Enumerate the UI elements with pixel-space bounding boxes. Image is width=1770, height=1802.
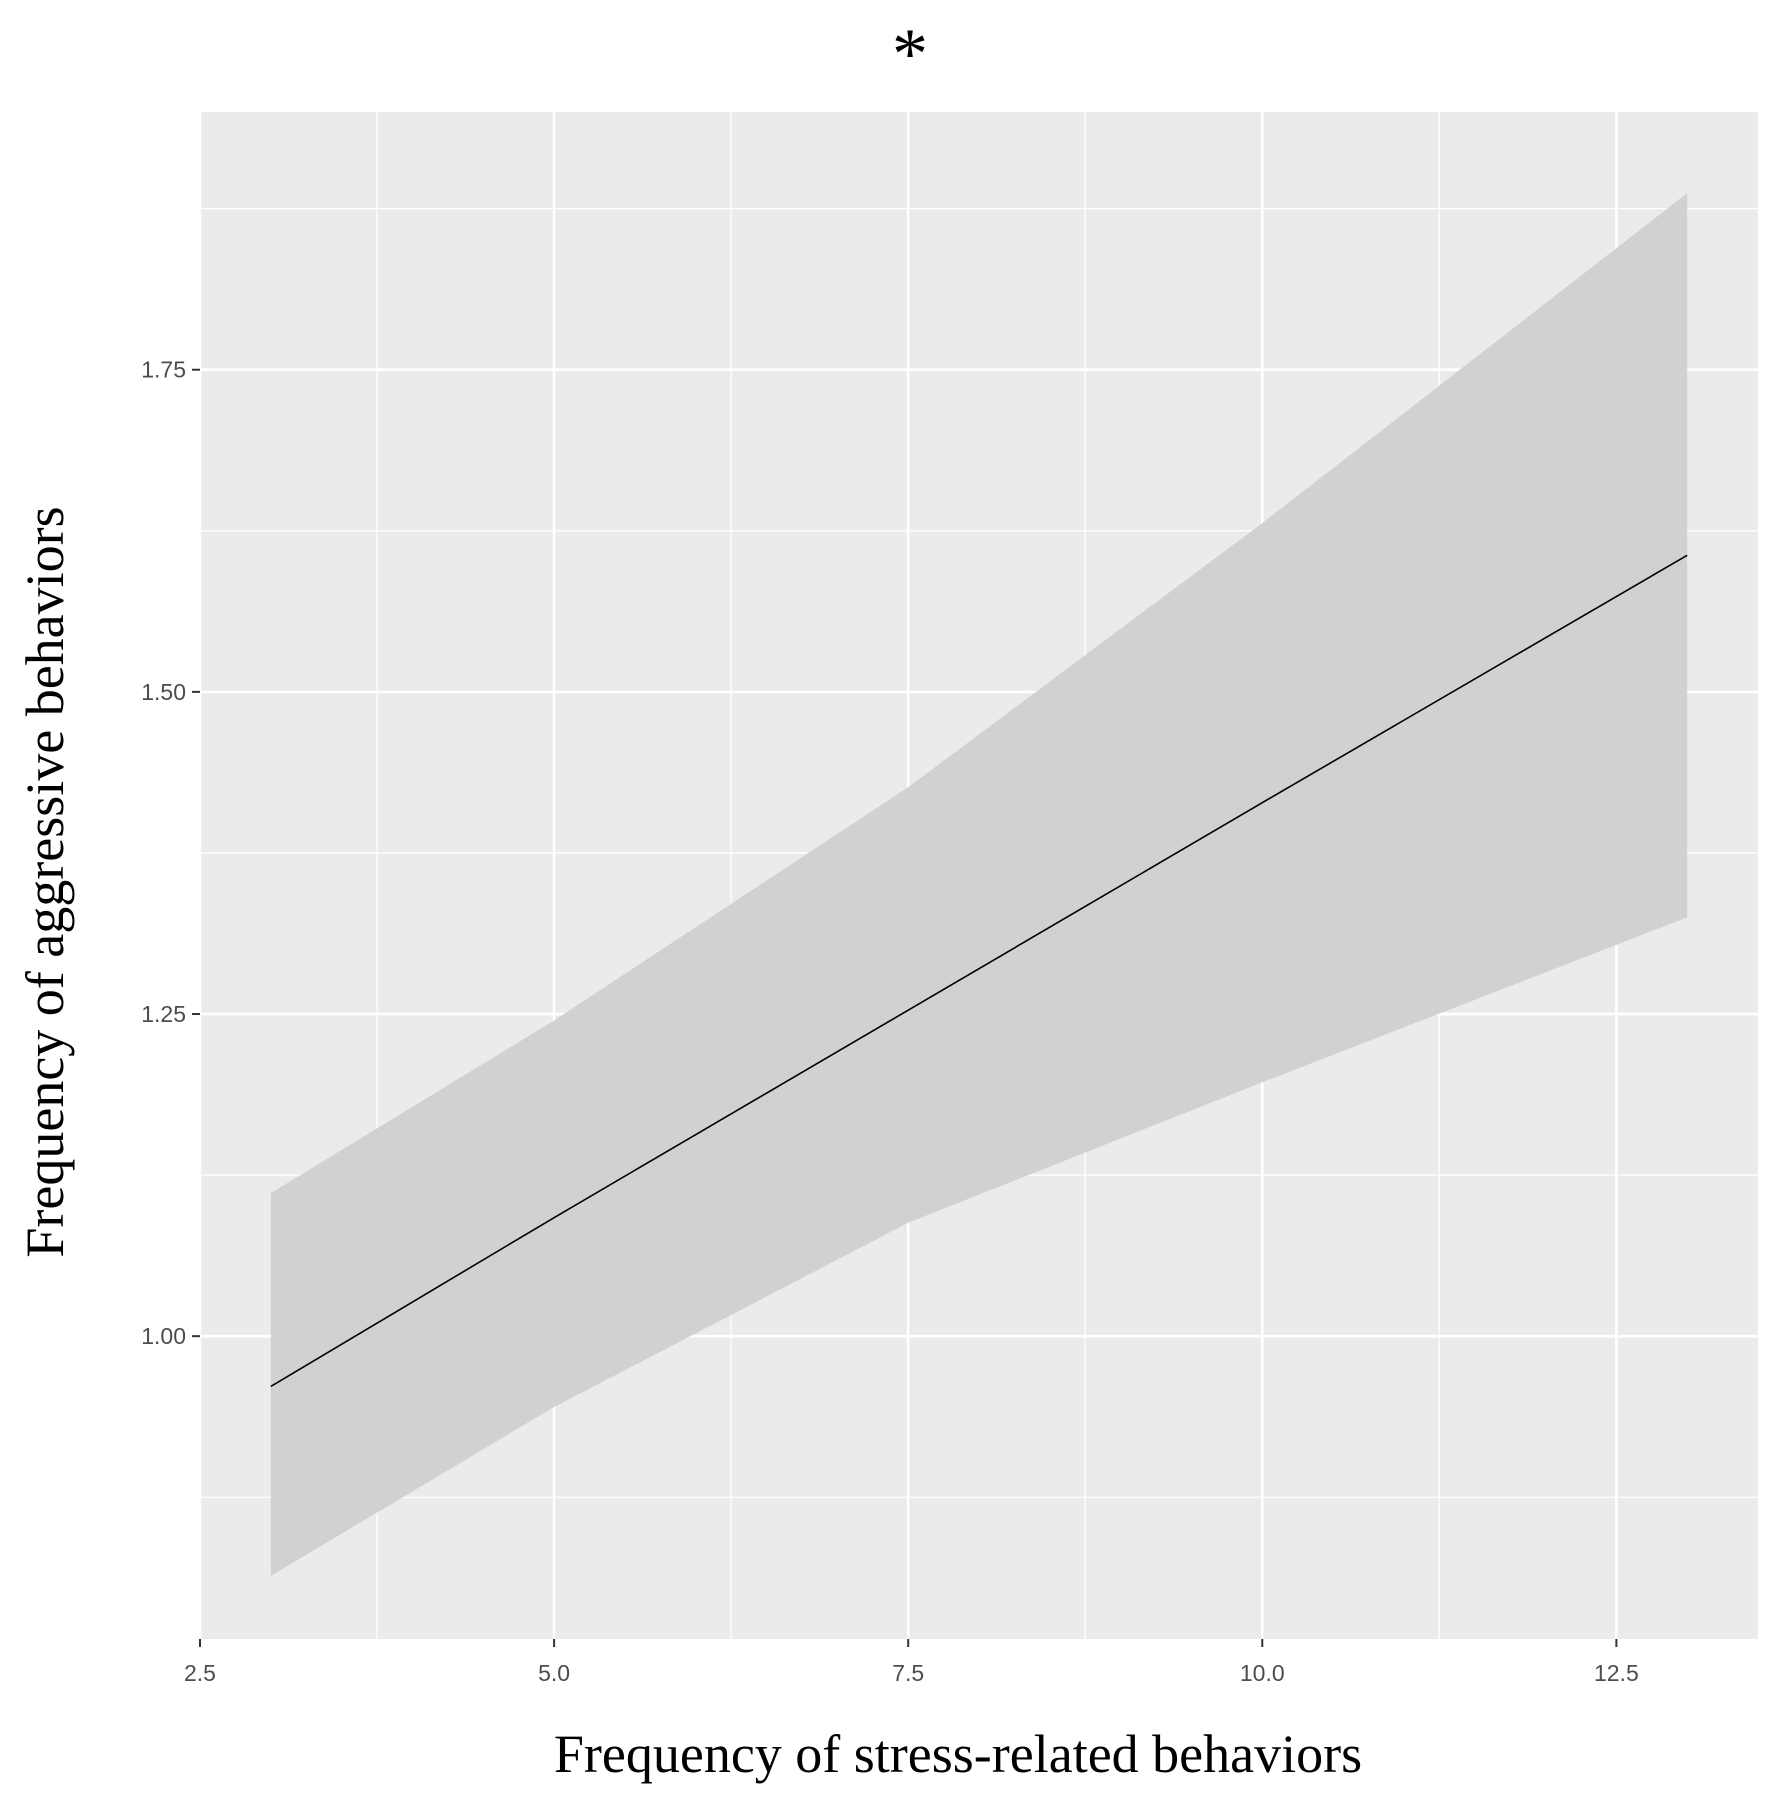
x-tick-label: 10.0: [1240, 1660, 1285, 1686]
y-tick-label: 1.75: [141, 357, 186, 383]
x-tick-label: 7.5: [892, 1660, 924, 1686]
y-axis-title: Frequency of aggressive behaviors: [15, 506, 75, 1257]
x-axis-title: Frequency of stress-related behaviors: [554, 1724, 1362, 1784]
y-tick-label: 1.25: [141, 1001, 186, 1027]
confidence-band: [270, 193, 1688, 1576]
tick-labels: 2.5 5.0 7.5 10.0 12.5 1.00 1.25 1.50 1.75: [141, 357, 1639, 1686]
x-tick-label: 12.5: [1594, 1660, 1639, 1686]
x-tick-label: 5.0: [538, 1660, 570, 1686]
y-tick-label: 1.50: [141, 679, 186, 705]
fit-line: [270, 554, 1688, 1388]
axis-ticks: [192, 368, 1618, 1647]
chart-title: *: [892, 14, 928, 94]
x-tick-label: 2.5: [184, 1660, 216, 1686]
y-tick-label: 1.00: [141, 1323, 186, 1349]
